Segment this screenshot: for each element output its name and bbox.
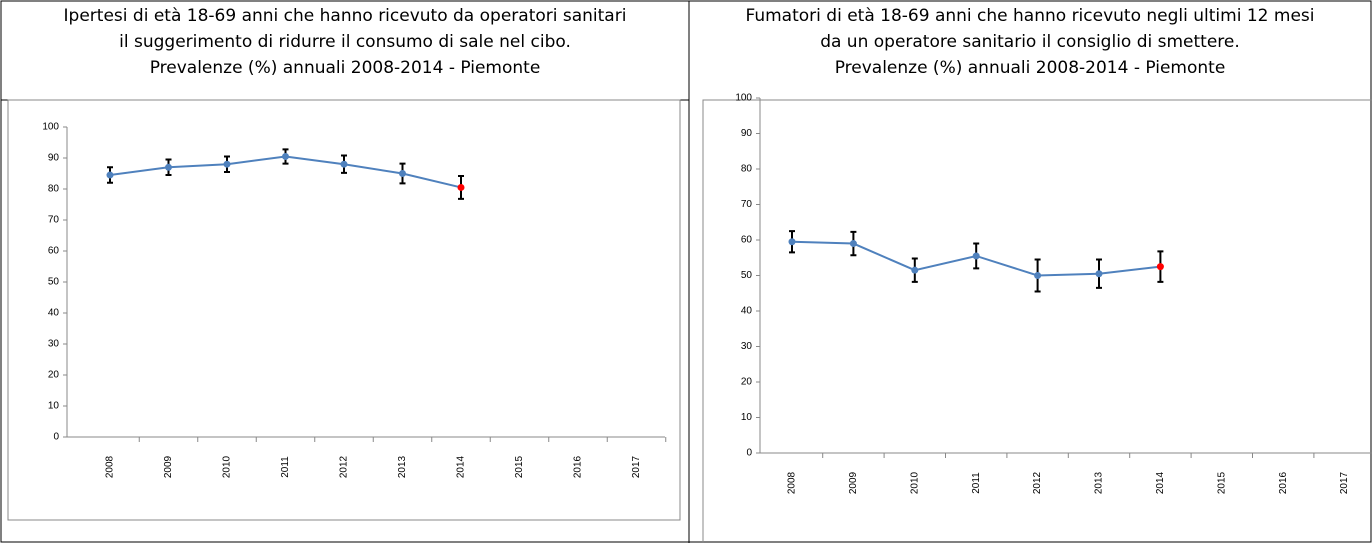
- x-tick-label: 2014: [456, 455, 467, 478]
- x-tick-label: 2015: [514, 455, 525, 478]
- y-tick-label: 70: [48, 215, 60, 226]
- x-tick-label: 2011: [280, 456, 291, 478]
- data-point: [457, 183, 465, 191]
- data-point: [165, 163, 172, 171]
- data-point: [223, 160, 231, 168]
- y-tick-label: 80: [741, 164, 753, 175]
- data-point: [849, 240, 857, 248]
- y-tick-label: 0: [53, 432, 59, 443]
- y-tick-label: 10: [741, 412, 753, 423]
- y-tick-label: 40: [48, 308, 60, 319]
- data-point: [972, 252, 980, 260]
- y-tick-label: 30: [48, 339, 60, 350]
- chart-title: Prevalenze (%) annuali 2008-2014 - Piemo…: [150, 58, 541, 78]
- x-tick-label: 2017: [1339, 471, 1350, 494]
- x-tick-label: 2010: [222, 455, 233, 478]
- x-tick-label: 2008: [787, 471, 798, 494]
- data-point: [340, 160, 348, 168]
- data-point: [282, 152, 289, 160]
- y-tick-label: 100: [735, 93, 752, 104]
- y-tick-label: 50: [741, 270, 753, 281]
- data-point: [1095, 270, 1103, 278]
- y-tick-label: 60: [741, 235, 753, 246]
- data-point: [1156, 263, 1164, 271]
- x-tick-label: 2013: [1094, 471, 1105, 494]
- y-tick-label: 80: [48, 184, 60, 195]
- data-point: [1034, 272, 1042, 279]
- y-tick-label: 90: [741, 128, 753, 139]
- data-point: [911, 266, 919, 274]
- x-tick-label: 2013: [397, 455, 408, 478]
- x-tick-label: 2016: [1278, 471, 1289, 494]
- x-tick-label: 2009: [163, 455, 174, 478]
- y-tick-label: 10: [48, 401, 60, 412]
- data-point: [106, 171, 114, 179]
- y-tick-label: 60: [48, 246, 60, 257]
- x-tick-label: 2008: [105, 455, 116, 478]
- chart-frame: [7, 99, 681, 521]
- y-tick-label: 50: [48, 277, 60, 288]
- y-tick-label: 20: [48, 370, 60, 381]
- x-tick-label: 2011: [971, 472, 982, 494]
- y-tick-label: 30: [741, 341, 753, 352]
- y-tick-label: 0: [746, 448, 752, 459]
- y-tick-label: 70: [741, 199, 753, 210]
- x-tick-label: 2017: [631, 455, 642, 478]
- chart-title: Ipertesi di età 18-69 anni che hanno ric…: [64, 6, 627, 26]
- x-tick-label: 2010: [909, 471, 920, 494]
- chart-title: il suggerimento di ridurre il consumo di…: [119, 32, 571, 52]
- y-tick-label: 100: [42, 122, 59, 133]
- x-tick-label: 2012: [1032, 471, 1043, 494]
- y-tick-label: 40: [741, 306, 753, 317]
- data-point: [399, 170, 406, 177]
- chart-title: Prevalenze (%) annuali 2008-2014 - Piemo…: [835, 58, 1226, 78]
- x-tick-label: 2009: [848, 471, 859, 494]
- y-tick-label: 20: [741, 377, 753, 388]
- y-tick-label: 90: [48, 153, 60, 164]
- chart-title: Fumatori di età 18-69 anni che hanno ric…: [746, 6, 1315, 26]
- chart-frame: [702, 99, 1372, 543]
- x-tick-label: 2014: [1155, 471, 1166, 494]
- data-point: [788, 238, 796, 246]
- x-tick-label: 2012: [339, 455, 350, 478]
- x-tick-label: 2015: [1216, 471, 1227, 494]
- x-tick-label: 2016: [573, 455, 584, 478]
- chart-title: da un operatore sanitario il consiglio d…: [820, 32, 1240, 52]
